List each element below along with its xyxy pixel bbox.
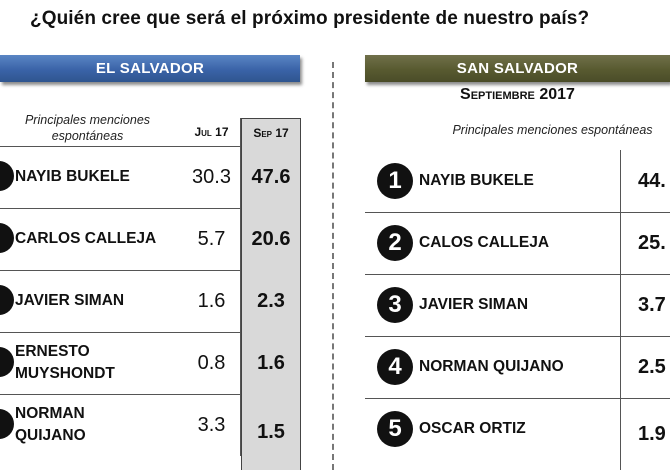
jul-value: 5.7 — [183, 208, 241, 270]
row-divider — [0, 394, 300, 395]
percentage-value: 1.9 — [620, 398, 670, 470]
row-divider — [365, 212, 670, 213]
ranking-row: 4 NORMAN QUIJANO 2.5 — [365, 336, 670, 398]
rank-badge: 2 — [377, 225, 413, 261]
candidate-name: CARLOS CALLEJA — [15, 230, 157, 247]
left-mentions-label: Principales menciones espontáneas — [24, 113, 151, 143]
right-mentions-label: Principales menciones espontáneas — [452, 123, 653, 137]
sep-value: 1.5 — [241, 394, 301, 470]
jul-value: 30.3 — [183, 146, 241, 208]
candidate-name: ERNESTO MUYSHONDT — [15, 343, 115, 382]
rank-badge: 1 — [377, 163, 413, 199]
bullet-circle — [0, 161, 14, 191]
ranking-row: 2 CALOS CALLEJA 25. — [365, 212, 670, 274]
rank-badge: 4 — [377, 349, 413, 385]
sep-value: 47.6 — [241, 146, 301, 208]
column-header-jul: Jul 17 — [183, 118, 241, 146]
candidate-name: NORMAN QUIJANO — [419, 358, 564, 375]
dashed-divider — [332, 62, 334, 470]
candidate-name: NORMAN QUIJANO — [15, 405, 86, 444]
table-row: NORMAN QUIJANO 3.3 1.5 — [0, 394, 301, 470]
san-salvador-subtitle: Septiembre 2017 — [365, 86, 670, 104]
bullet-circle — [0, 409, 14, 439]
jul-value: 0.8 — [183, 332, 241, 394]
san-salvador-header: SAN SALVADOR — [365, 55, 670, 82]
candidate-name: JAVIER SIMAN — [15, 292, 125, 309]
table-row: ERNESTO MUYSHONDT 0.8 1.6 — [0, 332, 301, 394]
table-row: JAVIER SIMAN 1.6 2.3 — [0, 270, 301, 332]
row-divider — [365, 336, 670, 337]
sep-value: 1.6 — [241, 332, 301, 394]
column-header-sep: Sep 17 — [241, 118, 301, 147]
candidate-name: JAVIER SIMAN — [419, 296, 529, 313]
row-divider — [0, 146, 300, 147]
table-row: CARLOS CALLEJA 5.7 20.6 — [0, 208, 301, 270]
page-title: ¿Quién cree que será el próximo presiden… — [30, 8, 590, 29]
candidate-name: OSCAR ORTIZ — [419, 420, 526, 437]
subtitle-text: Septiembre 2017 — [460, 86, 575, 103]
candidate-name: NAYIB BUKELE — [419, 172, 534, 189]
ranking-row: 1 NAYIB BUKELE 44. — [365, 150, 670, 212]
bullet-circle — [0, 223, 14, 253]
rank-badge: 3 — [377, 287, 413, 323]
bullet-circle — [0, 347, 14, 377]
bullet-circle — [0, 285, 14, 315]
row-divider — [0, 270, 300, 271]
jul-value: 1.6 — [183, 270, 241, 332]
percentage-value: 44. — [620, 150, 670, 212]
row-divider — [365, 398, 670, 399]
el-salvador-header: EL SALVADOR — [0, 55, 300, 82]
jul-value: 3.3 — [183, 394, 241, 456]
sep-value: 20.6 — [241, 208, 301, 270]
candidate-name: CALOS CALLEJA — [419, 234, 550, 251]
percentage-value: 2.5 — [620, 336, 670, 398]
row-divider — [365, 274, 670, 275]
ranking-row: 5 OSCAR ORTIZ 1.9 — [365, 398, 670, 470]
percentage-value: 25. — [620, 212, 670, 274]
row-divider — [0, 208, 300, 209]
ranking-row: 3 JAVIER SIMAN 3.7 — [365, 274, 670, 336]
row-divider — [0, 332, 300, 333]
table-row: NAYIB BUKELE 30.3 47.6 — [0, 146, 301, 208]
sep-value: 2.3 — [241, 270, 301, 332]
percentage-value: 3.7 — [620, 274, 670, 336]
candidate-name: NAYIB BUKELE — [15, 168, 130, 185]
rank-badge: 5 — [377, 411, 413, 447]
